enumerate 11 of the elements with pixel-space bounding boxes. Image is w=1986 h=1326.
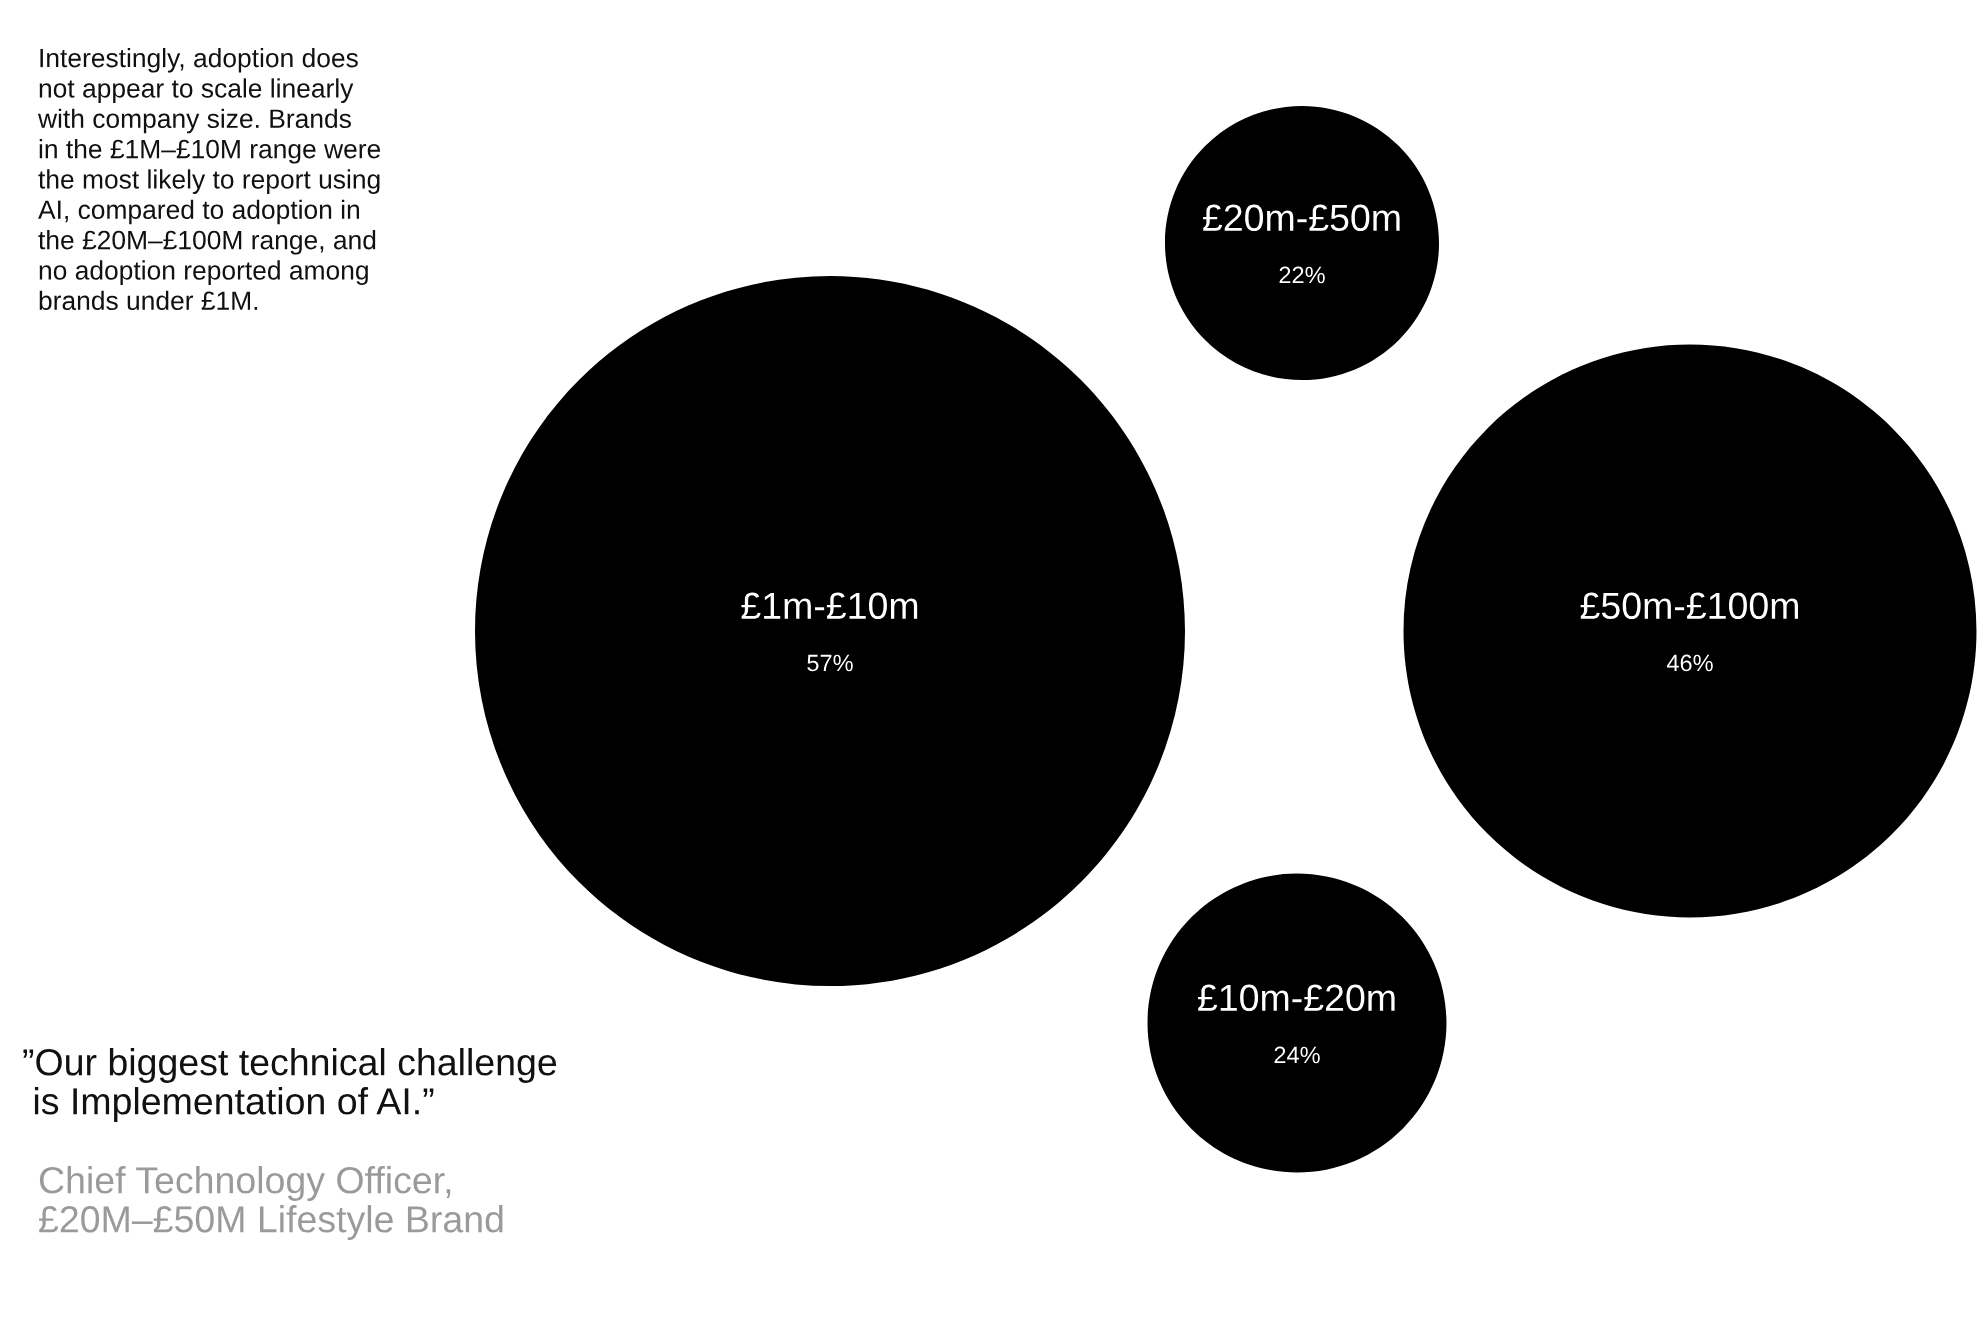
text: Chief Technology Officer, £20M–£50M Lifestyle Brand: [39, 1166, 503, 1240]
category-label: £1m-£10m: [741, 592, 918, 620]
data-label: 22%: [1279, 266, 1325, 284]
text: ”Our biggest technical challenge is Implementation of AI.”: [23, 1048, 557, 1122]
category-label: £20m-£50m: [1203, 204, 1400, 232]
category-label: £10m-£20m: [1198, 984, 1395, 1012]
data-label: 46%: [1666, 654, 1713, 672]
data-label: 57%: [807, 654, 853, 672]
category-label: £50m-£100m: [1580, 592, 1799, 620]
text: Interestingly, adoption does not appear to scale linearly with company size. Brands in the £1M–£10M range were the most likely to report using AI, compared to adoption in the £20M–£100M range, and no adoption reported among brands under £1M.: [37, 48, 381, 311]
data-label: 24%: [1274, 1046, 1320, 1064]
